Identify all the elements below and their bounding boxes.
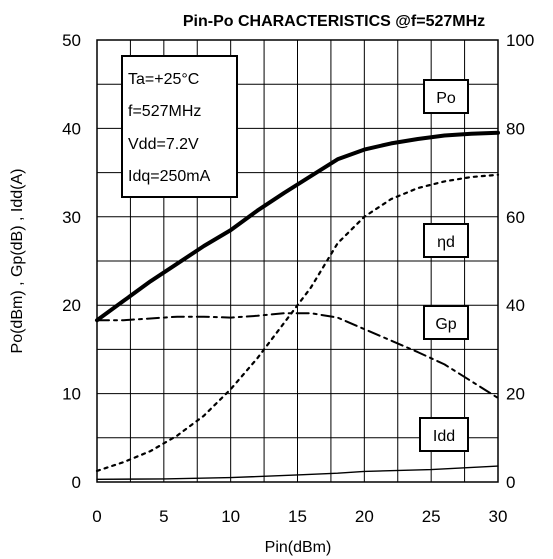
x-tick-label: 15 [288,507,307,526]
y2-tick-label: 0 [506,473,515,492]
series-label-po: Po [436,90,456,107]
condition-frequency: f=527MHz [128,103,201,120]
x-tick-label: 10 [221,507,240,526]
plot-frame [96,39,499,483]
condition-idq: Idq=250mA [128,168,211,185]
x-axis-label: Pin(dBm) [265,539,332,556]
x-tick-label: 25 [422,507,441,526]
y2-tick-label: 40 [506,296,525,315]
left-axis-ticks: 0 10 20 30 40 50 [62,31,81,492]
y2-tick-label: 100 [506,31,534,50]
series-label-gp: Gp [435,316,456,333]
series-line-idd [96,465,499,480]
conditions-box-frame [121,55,238,198]
x-tick-label: 5 [159,507,168,526]
condition-temperature: Ta=+25°C [128,71,199,88]
y2-tick-label: 80 [506,119,525,138]
x-tick-label: 30 [489,507,508,526]
condition-vdd: Vdd=7.2V [128,136,199,153]
label-box-idd [419,417,469,452]
series-line-po [95,130,500,323]
series-label-idd: Idd [433,428,455,445]
y-tick-label: 0 [72,473,81,492]
y-axis-label: Po(dBm) , Gp(dB) , Idd(A) [9,169,26,354]
y-tick-label: 20 [62,296,81,315]
series-label-efficiency: ηd [437,234,455,251]
y-tick-label: 50 [62,31,81,50]
right-axis-ticks: 0 20 40 60 80 100 [506,31,534,492]
label-box-gp [423,305,469,340]
x-tick-label: 0 [92,507,101,526]
y2-tick-label: 60 [506,208,525,227]
x-tick-label: 20 [355,507,374,526]
conditions-box: Ta=+25°C f=527MHz Vdd=7.2V Idq=250mA [121,55,238,198]
y-tick-label: 10 [62,385,81,404]
y-tick-label: 30 [62,208,81,227]
chart-title: Pin-Po CHARACTERISTICS @f=527MHz [183,13,485,30]
label-box-po [423,79,469,114]
series-line-gp [96,312,499,399]
bottom-axis-ticks: 0 5 10 15 20 25 30 [92,507,507,526]
label-box-efficiency [423,223,469,258]
y-tick-label: 40 [62,119,81,138]
series-line-efficiency [95,173,500,472]
series-labels: Po ηd Gp Idd [419,79,469,452]
series-layer [95,130,500,480]
y2-tick-label: 20 [506,385,525,404]
